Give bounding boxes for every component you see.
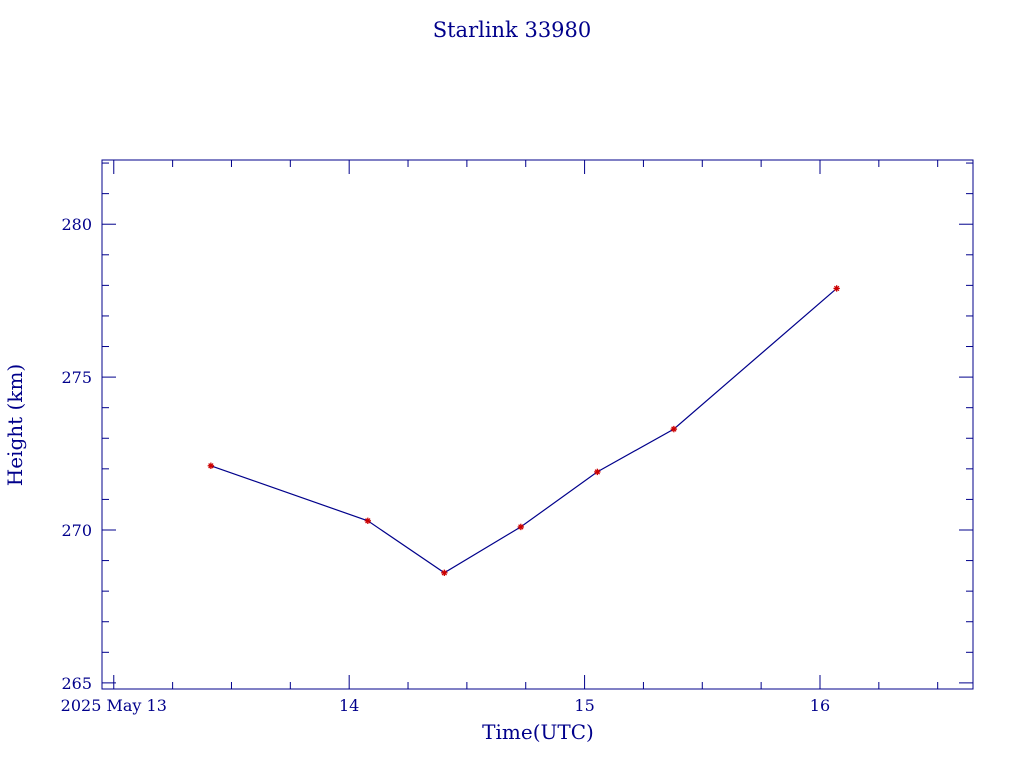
axis-ticks	[102, 160, 973, 689]
data-point	[207, 462, 215, 469]
series-line	[210, 287, 838, 574]
data-point-stroke	[208, 463, 214, 469]
y-tick-label: 270	[61, 521, 92, 540]
data-point-stroke	[594, 469, 601, 475]
data-point-stroke	[518, 524, 524, 530]
tick-labels: 2025 May 13 14 15 16 265 270 275 280	[61, 215, 831, 715]
y-axis-label: Height (km)	[3, 364, 27, 486]
data-point	[594, 468, 601, 476]
data-point	[364, 517, 372, 525]
chart-title: Starlink 33980	[433, 18, 592, 42]
data-point-stroke	[441, 570, 448, 576]
data-point	[441, 569, 448, 577]
data-point-stroke	[833, 285, 840, 292]
data-point-stroke	[365, 518, 371, 524]
x-axis-label: Time(UTC)	[482, 720, 594, 744]
data-point-stroke	[671, 426, 677, 432]
y-tick-label: 280	[61, 215, 92, 234]
y-tick-label: 265	[61, 674, 92, 693]
x-tick-label: 14	[339, 696, 359, 715]
data-point	[833, 285, 840, 292]
x-tick-label: 16	[810, 696, 830, 715]
x-tick-label: 15	[574, 696, 594, 715]
plot-frame	[101, 159, 974, 690]
data-point	[670, 425, 678, 433]
x-tick-label: 2025 May 13	[61, 696, 167, 715]
y-tick-label: 275	[61, 368, 92, 387]
data-point	[517, 523, 525, 531]
series-layer	[207, 285, 840, 577]
